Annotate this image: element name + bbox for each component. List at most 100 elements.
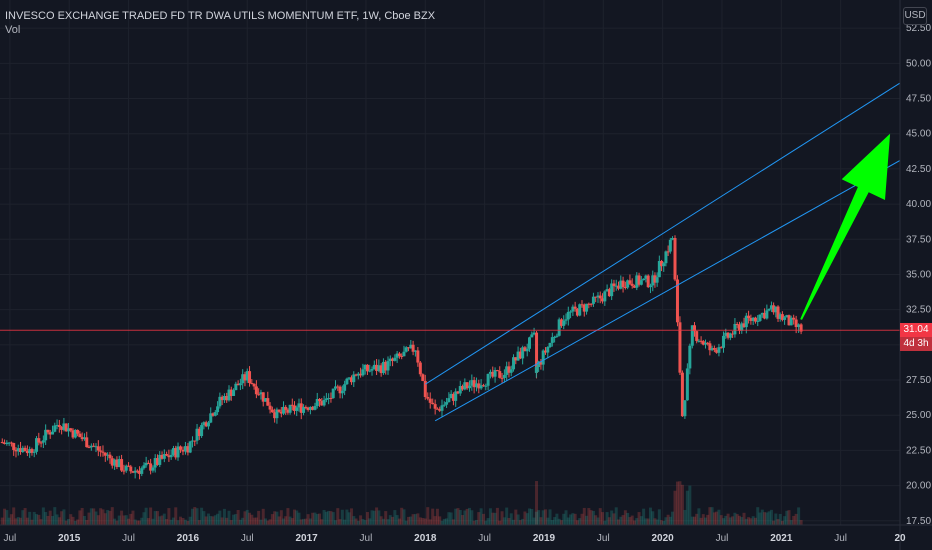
candle-body bbox=[751, 317, 755, 321]
candle-body bbox=[470, 380, 474, 386]
candle-body bbox=[318, 398, 322, 402]
volume-bar bbox=[334, 520, 338, 525]
candle-body bbox=[449, 393, 453, 399]
volume-bar bbox=[384, 511, 388, 525]
candle-body bbox=[666, 251, 670, 253]
volume-bar bbox=[7, 517, 11, 525]
volume-bar bbox=[456, 508, 460, 525]
candle-body bbox=[724, 332, 728, 336]
candle-body bbox=[591, 296, 595, 304]
candle-body bbox=[227, 389, 231, 401]
candle-body bbox=[472, 380, 476, 388]
candle-body bbox=[693, 325, 697, 332]
x-tick-label: Jul bbox=[360, 533, 373, 544]
volume-bar bbox=[706, 514, 710, 525]
candle-body bbox=[397, 353, 401, 356]
volume-bar bbox=[637, 512, 641, 525]
volume-bar bbox=[0, 517, 4, 525]
candle-body bbox=[514, 357, 518, 361]
candle-body bbox=[120, 459, 124, 471]
candle-body bbox=[241, 374, 245, 384]
candle-body bbox=[178, 446, 182, 450]
volume-bar bbox=[575, 520, 579, 525]
volume-bar bbox=[21, 510, 25, 525]
volume-label[interactable]: Vol bbox=[5, 24, 21, 36]
volume-bar bbox=[290, 518, 294, 525]
candle-body bbox=[343, 384, 347, 391]
volume-bar bbox=[19, 517, 23, 525]
candle-body bbox=[505, 366, 509, 375]
candle-body bbox=[117, 459, 121, 468]
volume-bar bbox=[250, 514, 254, 525]
candle-body bbox=[699, 340, 703, 342]
candle-body bbox=[731, 333, 735, 335]
volume-bar bbox=[204, 516, 208, 525]
candle-body bbox=[363, 364, 367, 370]
volume-bar bbox=[32, 511, 36, 525]
volume-bar bbox=[418, 517, 422, 525]
volume-bar bbox=[635, 518, 639, 525]
candle-body bbox=[601, 298, 605, 302]
candle-body bbox=[546, 346, 550, 353]
volume-bar bbox=[550, 520, 554, 525]
candle-body bbox=[737, 324, 741, 331]
candle-body bbox=[282, 406, 286, 414]
candle-body bbox=[220, 396, 224, 401]
candle-body bbox=[160, 454, 164, 459]
volume-bar bbox=[537, 510, 541, 525]
candle-body bbox=[248, 371, 252, 384]
candle-body bbox=[273, 412, 277, 419]
candle-body bbox=[365, 364, 369, 372]
candle-body bbox=[541, 350, 545, 365]
volume-bar bbox=[488, 508, 492, 525]
candle-body bbox=[57, 424, 61, 428]
y-tick-label: 45.00 bbox=[906, 129, 931, 140]
candle-body bbox=[660, 261, 664, 267]
volume-bar bbox=[115, 520, 119, 525]
symbol-title[interactable]: INVESCO EXCHANGE TRADED FD TR DWA UTILS … bbox=[5, 10, 436, 22]
candle-body bbox=[518, 351, 522, 359]
candle-body bbox=[329, 398, 333, 400]
candle-body bbox=[548, 342, 552, 347]
candle-body bbox=[225, 395, 229, 401]
volume-bar bbox=[293, 509, 297, 525]
x-tick-label: Jul bbox=[3, 533, 16, 544]
volume-bar bbox=[587, 508, 591, 525]
volume-bar bbox=[279, 510, 283, 525]
candle-body bbox=[607, 289, 611, 297]
currency-button[interactable]: USD bbox=[903, 7, 927, 25]
volume-bar bbox=[569, 514, 573, 525]
candle-body bbox=[695, 331, 699, 341]
candle-body bbox=[92, 445, 96, 447]
volume-bar bbox=[211, 516, 215, 525]
candle-body bbox=[619, 280, 623, 289]
candle-body bbox=[671, 238, 675, 240]
volume-bar bbox=[193, 507, 197, 525]
candle-body bbox=[304, 406, 308, 408]
candle-body bbox=[386, 361, 390, 371]
candle-body bbox=[153, 458, 157, 468]
candle-body bbox=[0, 441, 4, 443]
candle-body bbox=[76, 429, 80, 434]
candle-body bbox=[252, 383, 256, 387]
candle-body bbox=[222, 395, 226, 401]
candle-body bbox=[562, 320, 566, 326]
x-tick-label: Jul bbox=[122, 533, 135, 544]
volume-bar bbox=[186, 520, 190, 525]
volume-bar bbox=[733, 512, 737, 525]
volume-bar bbox=[153, 511, 157, 525]
candle-body bbox=[774, 306, 778, 313]
candle-body bbox=[467, 385, 471, 389]
candle-body bbox=[245, 371, 249, 381]
x-tick-label: Jul bbox=[834, 533, 847, 544]
volume-bar bbox=[165, 519, 169, 525]
candle-body bbox=[234, 383, 238, 391]
volume-bar bbox=[195, 508, 199, 525]
volume-bar bbox=[447, 512, 451, 525]
x-tick-label: 2021 bbox=[770, 533, 793, 544]
candle-body bbox=[354, 374, 358, 376]
candle-body bbox=[48, 432, 52, 435]
candle-body bbox=[345, 378, 349, 385]
volume-bar bbox=[655, 519, 659, 525]
